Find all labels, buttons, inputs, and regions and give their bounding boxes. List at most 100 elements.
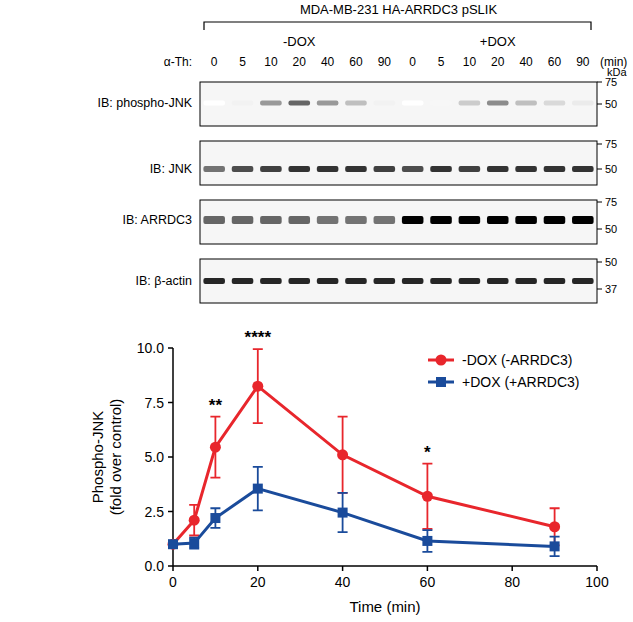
series	[168, 467, 560, 556]
marker-tick	[597, 202, 602, 203]
y-tick	[168, 402, 173, 404]
point	[252, 381, 263, 392]
legend-marker	[436, 377, 446, 387]
band	[260, 166, 282, 172]
band	[572, 166, 594, 172]
x-tick	[342, 566, 344, 571]
lane-time: 40	[321, 55, 335, 69]
y-tick-label: 10.0	[137, 340, 164, 356]
band	[345, 278, 367, 284]
y-tick	[168, 347, 173, 349]
row-label: IB: JNK	[150, 162, 193, 176]
significance: **	[209, 396, 223, 415]
y-tick-label: 5.0	[145, 449, 165, 465]
band	[544, 101, 566, 106]
x-tick-label: 20	[250, 574, 266, 590]
point	[253, 484, 263, 494]
band	[374, 278, 396, 284]
group-label: -DOX	[283, 34, 316, 49]
marker-label: 50	[605, 98, 617, 110]
lane-time: 10	[463, 55, 477, 69]
band	[544, 216, 566, 224]
band	[345, 216, 367, 224]
band	[402, 216, 424, 224]
x-tick-label: 40	[335, 574, 351, 590]
band	[374, 166, 396, 172]
marker-label: 75	[605, 76, 617, 88]
x-tick	[257, 566, 259, 571]
legend-marker	[436, 355, 447, 366]
band	[459, 278, 481, 284]
band	[572, 278, 594, 284]
band	[515, 166, 537, 172]
error-bar	[338, 493, 348, 532]
lane-time: 90	[576, 55, 590, 69]
lane-time: 60	[548, 55, 562, 69]
lane-time: 60	[349, 55, 363, 69]
error-bar	[422, 464, 432, 529]
lane-time: 90	[378, 55, 392, 69]
marker-label: 50	[605, 163, 617, 175]
band	[345, 101, 367, 106]
legend-label: +DOX (+ARRDC3)	[462, 374, 579, 390]
lane-time: 5	[239, 55, 246, 69]
error-bar	[253, 467, 263, 511]
point	[337, 449, 348, 460]
band	[317, 278, 339, 284]
band	[345, 166, 367, 172]
significance: *	[424, 443, 431, 462]
error-bar	[550, 537, 560, 557]
blot-title: MDA-MB-231 HA-ARRDC3 pSLIK	[300, 2, 498, 17]
x-tick-label: 80	[504, 574, 520, 590]
error-bar	[210, 508, 220, 528]
band	[288, 216, 310, 224]
band	[487, 101, 509, 106]
marker-tick	[597, 144, 602, 145]
blot-box	[200, 200, 597, 244]
band	[288, 166, 310, 172]
marker-tick	[597, 169, 602, 170]
error-bar	[422, 530, 432, 552]
marker-label: 37	[605, 283, 617, 295]
y-label: Phospho-JNK	[89, 411, 106, 504]
y-tick	[168, 456, 173, 458]
group-label: +DOX	[480, 34, 516, 49]
lane-time: 20	[491, 55, 505, 69]
bracket	[204, 22, 591, 30]
point	[549, 521, 560, 532]
band	[288, 278, 310, 284]
band	[203, 101, 225, 106]
band	[232, 278, 254, 284]
error-bar	[338, 417, 348, 493]
marker-label: 75	[605, 138, 617, 150]
band	[515, 278, 537, 284]
band	[487, 216, 509, 224]
x-axis	[173, 565, 597, 567]
error-bar	[210, 417, 220, 478]
band	[430, 216, 452, 224]
x-tick	[172, 566, 174, 571]
figure: MDA-MB-231 HA-ARRDC3 pSLIK-DOX0510204060…	[0, 0, 633, 622]
marker-label: 75	[605, 196, 617, 208]
band	[515, 101, 537, 106]
blot-box	[200, 82, 597, 126]
band	[430, 166, 452, 172]
y-label: (fold over control)	[107, 399, 124, 516]
band	[544, 278, 566, 284]
band	[260, 101, 282, 106]
band	[402, 166, 424, 172]
band	[459, 166, 481, 172]
band	[260, 278, 282, 284]
band	[374, 101, 396, 106]
point	[189, 515, 200, 526]
y-tick-label: 0.0	[145, 558, 165, 574]
band	[374, 216, 396, 224]
band	[430, 101, 452, 106]
y-tick-label: 7.5	[145, 395, 165, 411]
marker-tick	[597, 289, 602, 290]
lane-time: 40	[519, 55, 533, 69]
band	[572, 101, 594, 106]
band	[203, 216, 225, 224]
y-tick-label: 2.5	[145, 504, 165, 520]
band	[317, 166, 339, 172]
